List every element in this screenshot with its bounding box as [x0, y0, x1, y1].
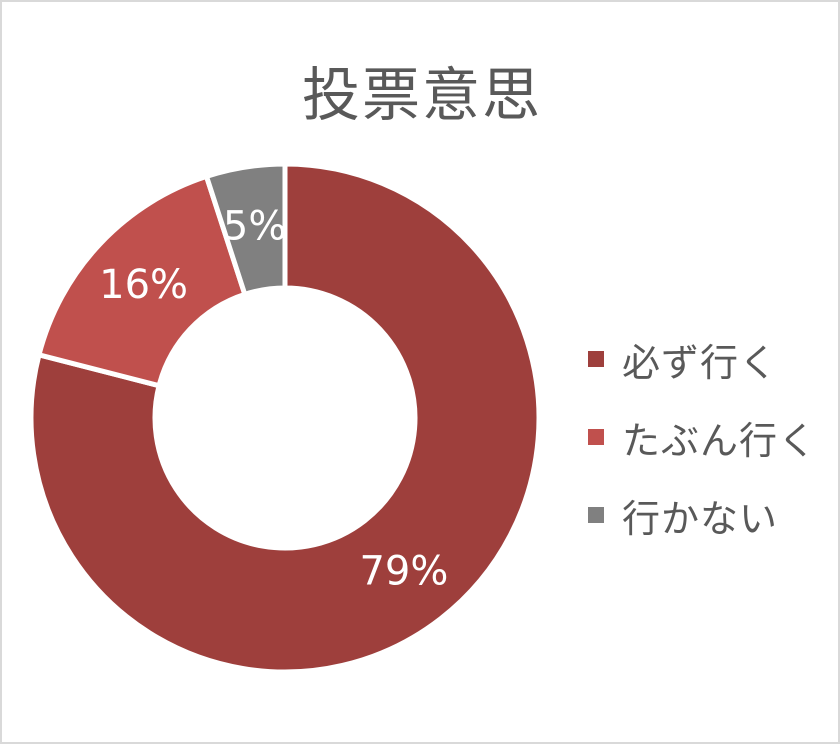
legend: 必ず行く たぶん行く 行かない — [588, 320, 817, 554]
slice-probably-go — [35, 173, 248, 389]
legend-swatch-not-go — [588, 507, 604, 523]
legend-item-probably-go: たぶん行く — [588, 398, 817, 476]
legend-item-must-go: 必ず行く — [588, 320, 817, 398]
data-label-not-go: 5% — [223, 203, 286, 249]
legend-label-probably-go: たぶん行く — [622, 418, 818, 463]
chart-title: 投票意思 — [301, 61, 542, 129]
legend-swatch-probably-go — [588, 429, 604, 445]
legend-item-not-go: 行かない — [588, 476, 817, 554]
slice-must-go — [28, 161, 542, 675]
legend-label-must-go: 必ず行く — [622, 340, 779, 385]
legend-label-not-go: 行かない — [622, 496, 779, 541]
slice-not-go — [203, 161, 288, 298]
data-label-probably-go: 16% — [99, 262, 188, 308]
data-label-must-go: 79% — [359, 548, 448, 594]
legend-swatch-must-go — [588, 351, 604, 367]
